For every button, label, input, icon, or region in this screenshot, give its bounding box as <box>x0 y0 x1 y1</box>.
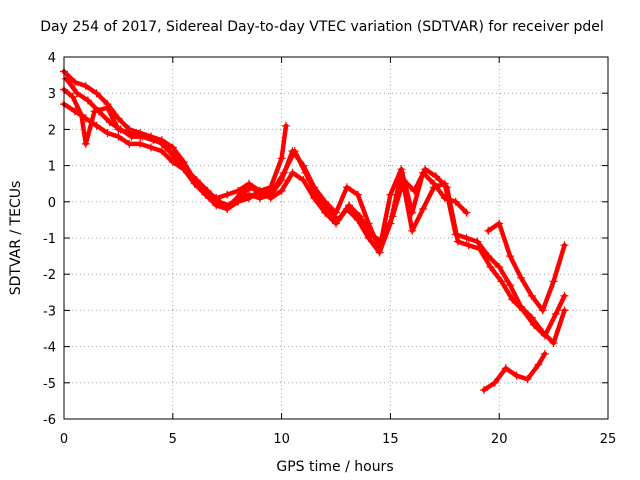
chart-title: Day 254 of 2017, Sidereal Day-to-day VTE… <box>40 19 604 35</box>
y-tick-label: -3 <box>43 304 56 319</box>
y-tick-label: 1 <box>48 160 56 175</box>
series-line-track-3 <box>61 101 567 346</box>
y-tick-label: -5 <box>43 377 56 392</box>
x-axis-label: GPS time / hours <box>276 459 393 475</box>
plot-frame <box>63 56 609 420</box>
series-markers-track-2 <box>60 85 471 253</box>
y-tick-label: -2 <box>43 268 56 283</box>
series-markers-track-6 <box>480 349 549 394</box>
y-tick-label: 0 <box>48 196 56 211</box>
x-tick-label: 20 <box>491 432 508 447</box>
y-tick-label: -4 <box>43 341 56 356</box>
series-markers-track-5 <box>484 219 569 315</box>
x-tick-label: 0 <box>60 432 68 447</box>
y-tick-label: -1 <box>43 232 56 247</box>
x-tick-label: 5 <box>169 432 177 447</box>
axis-ticks: 0 5 10 15 20 25 -6 -5 -4 -3 -2 -1 0 1 2 3 4 <box>43 51 616 447</box>
series-line-track-5 <box>486 221 567 313</box>
data-series <box>60 67 569 394</box>
y-tick-label: -6 <box>43 413 56 428</box>
y-tick-label: 2 <box>48 123 56 138</box>
series-markers-track-1 <box>60 67 290 203</box>
series-markers-track-4 <box>62 74 569 340</box>
grid-lines <box>64 57 608 419</box>
series-line-track-4 <box>63 76 567 338</box>
x-tick-label: 25 <box>600 432 617 447</box>
series-line-track-6 <box>481 351 548 393</box>
series-line-track-2 <box>61 87 469 252</box>
y-tick-label: 4 <box>48 51 56 66</box>
series-line-track-1 <box>61 69 289 201</box>
x-tick-label: 15 <box>382 432 399 447</box>
y-tick-label: 3 <box>48 87 56 102</box>
y-axis-label: SDTVAR / TECUs <box>8 181 24 296</box>
x-tick-label: 10 <box>273 432 290 447</box>
